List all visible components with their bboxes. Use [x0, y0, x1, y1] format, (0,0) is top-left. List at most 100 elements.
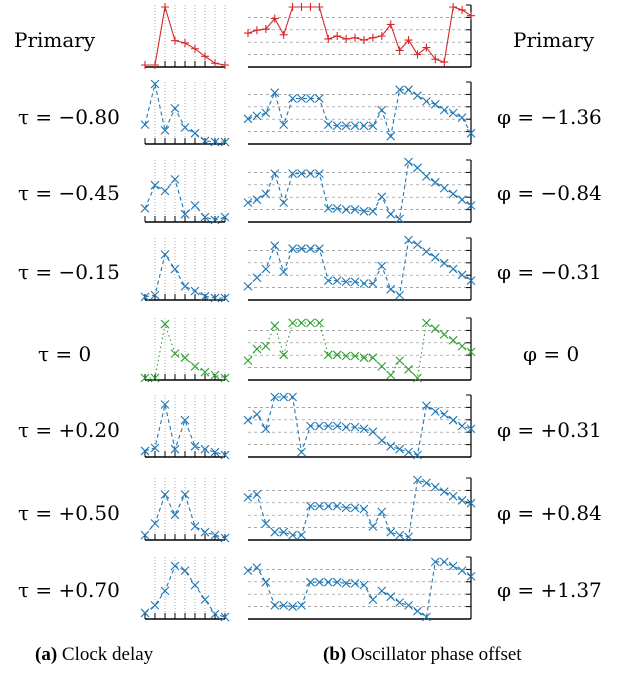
point-c1-r2-22: [439, 183, 449, 193]
point-c0-r4-3: [170, 349, 180, 359]
point-c0-r6-2: [160, 490, 170, 499]
point-c1-r6-21: [430, 482, 440, 492]
point-c1-r7-15: [377, 586, 387, 596]
point-c1-r6-13: [359, 504, 369, 514]
point-c1-r0-12: [351, 33, 360, 42]
point-c1-r7-1: [252, 563, 262, 573]
point-c1-r5-12: [350, 422, 360, 432]
point-c0-r1-1: [150, 79, 160, 89]
point-c1-r6-0: [243, 493, 253, 502]
point-c1-r4-15: [377, 362, 387, 371]
point-c1-r1-2: [261, 108, 271, 118]
point-c1-r6-6: [297, 530, 306, 540]
row-label-b-0: Primary: [513, 28, 595, 52]
point-c1-r6-1: [252, 490, 262, 499]
point-c1-r6-24: [457, 495, 467, 505]
point-c1-r7-13: [359, 580, 369, 590]
row-label-b-2: φ = −0.84: [497, 181, 602, 205]
point-c1-r4-6: [297, 318, 306, 328]
point-c1-r5-15: [377, 436, 387, 445]
point-c1-r6-19: [413, 475, 422, 485]
point-c0-r7-1: [150, 601, 160, 610]
point-c1-r1-8: [314, 94, 324, 103]
point-c0-r5-8: [220, 450, 230, 460]
point-c1-r6-15: [377, 507, 387, 517]
point-c1-r5-14: [368, 427, 378, 437]
point-c1-r1-10: [332, 121, 342, 131]
point-c1-r6-12: [350, 503, 360, 513]
point-c1-r4-12: [350, 351, 360, 361]
point-c0-r3-3: [170, 264, 180, 274]
row-label-a-7: τ = +0.70: [18, 578, 120, 602]
point-c1-r5-19: [413, 450, 422, 460]
point-c1-r0-15: [377, 32, 386, 40]
point-c0-r0-8: [221, 61, 229, 69]
point-c1-r1-11: [341, 121, 351, 131]
point-c1-r2-1: [252, 195, 262, 205]
point-c1-r5-10: [332, 421, 342, 431]
point-c1-r1-25: [466, 128, 476, 138]
point-c1-r4-5: [288, 318, 297, 328]
point-c0-r4-2: [160, 319, 170, 329]
point-c1-r6-22: [439, 487, 449, 496]
point-c0-r5-7: [210, 447, 220, 457]
point-c1-r7-12: [350, 578, 360, 588]
series-line-c0-r7: [144, 565, 226, 618]
point-c1-r6-2: [261, 519, 271, 528]
point-c1-r0-4: [279, 30, 288, 39]
row-label-a-5: τ = +0.20: [18, 418, 120, 442]
point-c1-r1-20: [422, 97, 431, 106]
point-c1-r3-22: [439, 258, 449, 268]
point-c1-r6-4: [279, 527, 289, 537]
point-c1-r7-6: [297, 601, 306, 610]
point-c1-r3-18: [404, 235, 413, 245]
series-line-c0-r2: [144, 178, 226, 221]
row-label-b-3: φ = −0.31: [497, 260, 602, 284]
point-c0-r4-8: [220, 373, 230, 383]
point-c1-r5-20: [422, 401, 431, 411]
point-c0-r7-0: [140, 608, 150, 618]
point-c1-r3-14: [368, 279, 378, 288]
point-c1-r0-5: [288, 3, 297, 11]
point-c1-r7-24: [457, 566, 467, 575]
point-c1-r7-8: [314, 577, 324, 587]
point-c1-r0-6: [297, 3, 306, 11]
point-c1-r1-23: [448, 108, 458, 118]
point-c1-r0-17: [395, 46, 404, 55]
point-c0-r6-3: [170, 510, 180, 520]
point-c1-r1-21: [430, 99, 440, 109]
point-c1-r7-23: [448, 561, 458, 571]
point-c1-r7-10: [332, 577, 342, 587]
point-c1-r7-16: [386, 592, 396, 602]
point-c1-r6-8: [314, 501, 324, 511]
point-c0-r2-7: [210, 215, 220, 225]
point-c0-r7-5: [190, 580, 200, 590]
point-c1-r3-13: [359, 279, 369, 288]
point-c0-r3-6: [200, 291, 210, 301]
point-c1-r3-19: [413, 240, 422, 250]
point-c0-r7-6: [200, 595, 210, 604]
point-c1-r5-0: [243, 415, 253, 425]
point-c1-r0-14: [368, 33, 377, 42]
series-line-c0-r3: [144, 253, 225, 299]
point-c1-r0-18: [404, 36, 413, 45]
point-c1-r7-5: [288, 602, 297, 611]
point-c1-r4-20: [422, 318, 431, 328]
point-c1-r4-0: [243, 356, 253, 365]
point-c1-r1-18: [404, 85, 413, 95]
point-c1-r7-18: [404, 601, 413, 610]
point-c0-r4-4: [180, 353, 190, 363]
point-c0-r0-3: [171, 36, 179, 45]
row-label-b-1: φ = −1.36: [497, 105, 602, 129]
row-label-b-5: φ = +0.31: [497, 418, 602, 442]
point-c1-r6-20: [422, 478, 431, 488]
point-c1-r2-25: [466, 201, 476, 210]
point-c1-r2-11: [341, 205, 351, 214]
row-label-a-2: τ = −0.45: [18, 181, 120, 205]
point-c1-r3-23: [448, 264, 458, 274]
caption-a-tag: (a): [35, 644, 58, 665]
point-c1-r0-3: [270, 14, 279, 23]
point-c0-r5-6: [200, 444, 210, 454]
point-c1-r3-15: [377, 261, 387, 271]
point-c1-r0-1: [252, 26, 261, 35]
